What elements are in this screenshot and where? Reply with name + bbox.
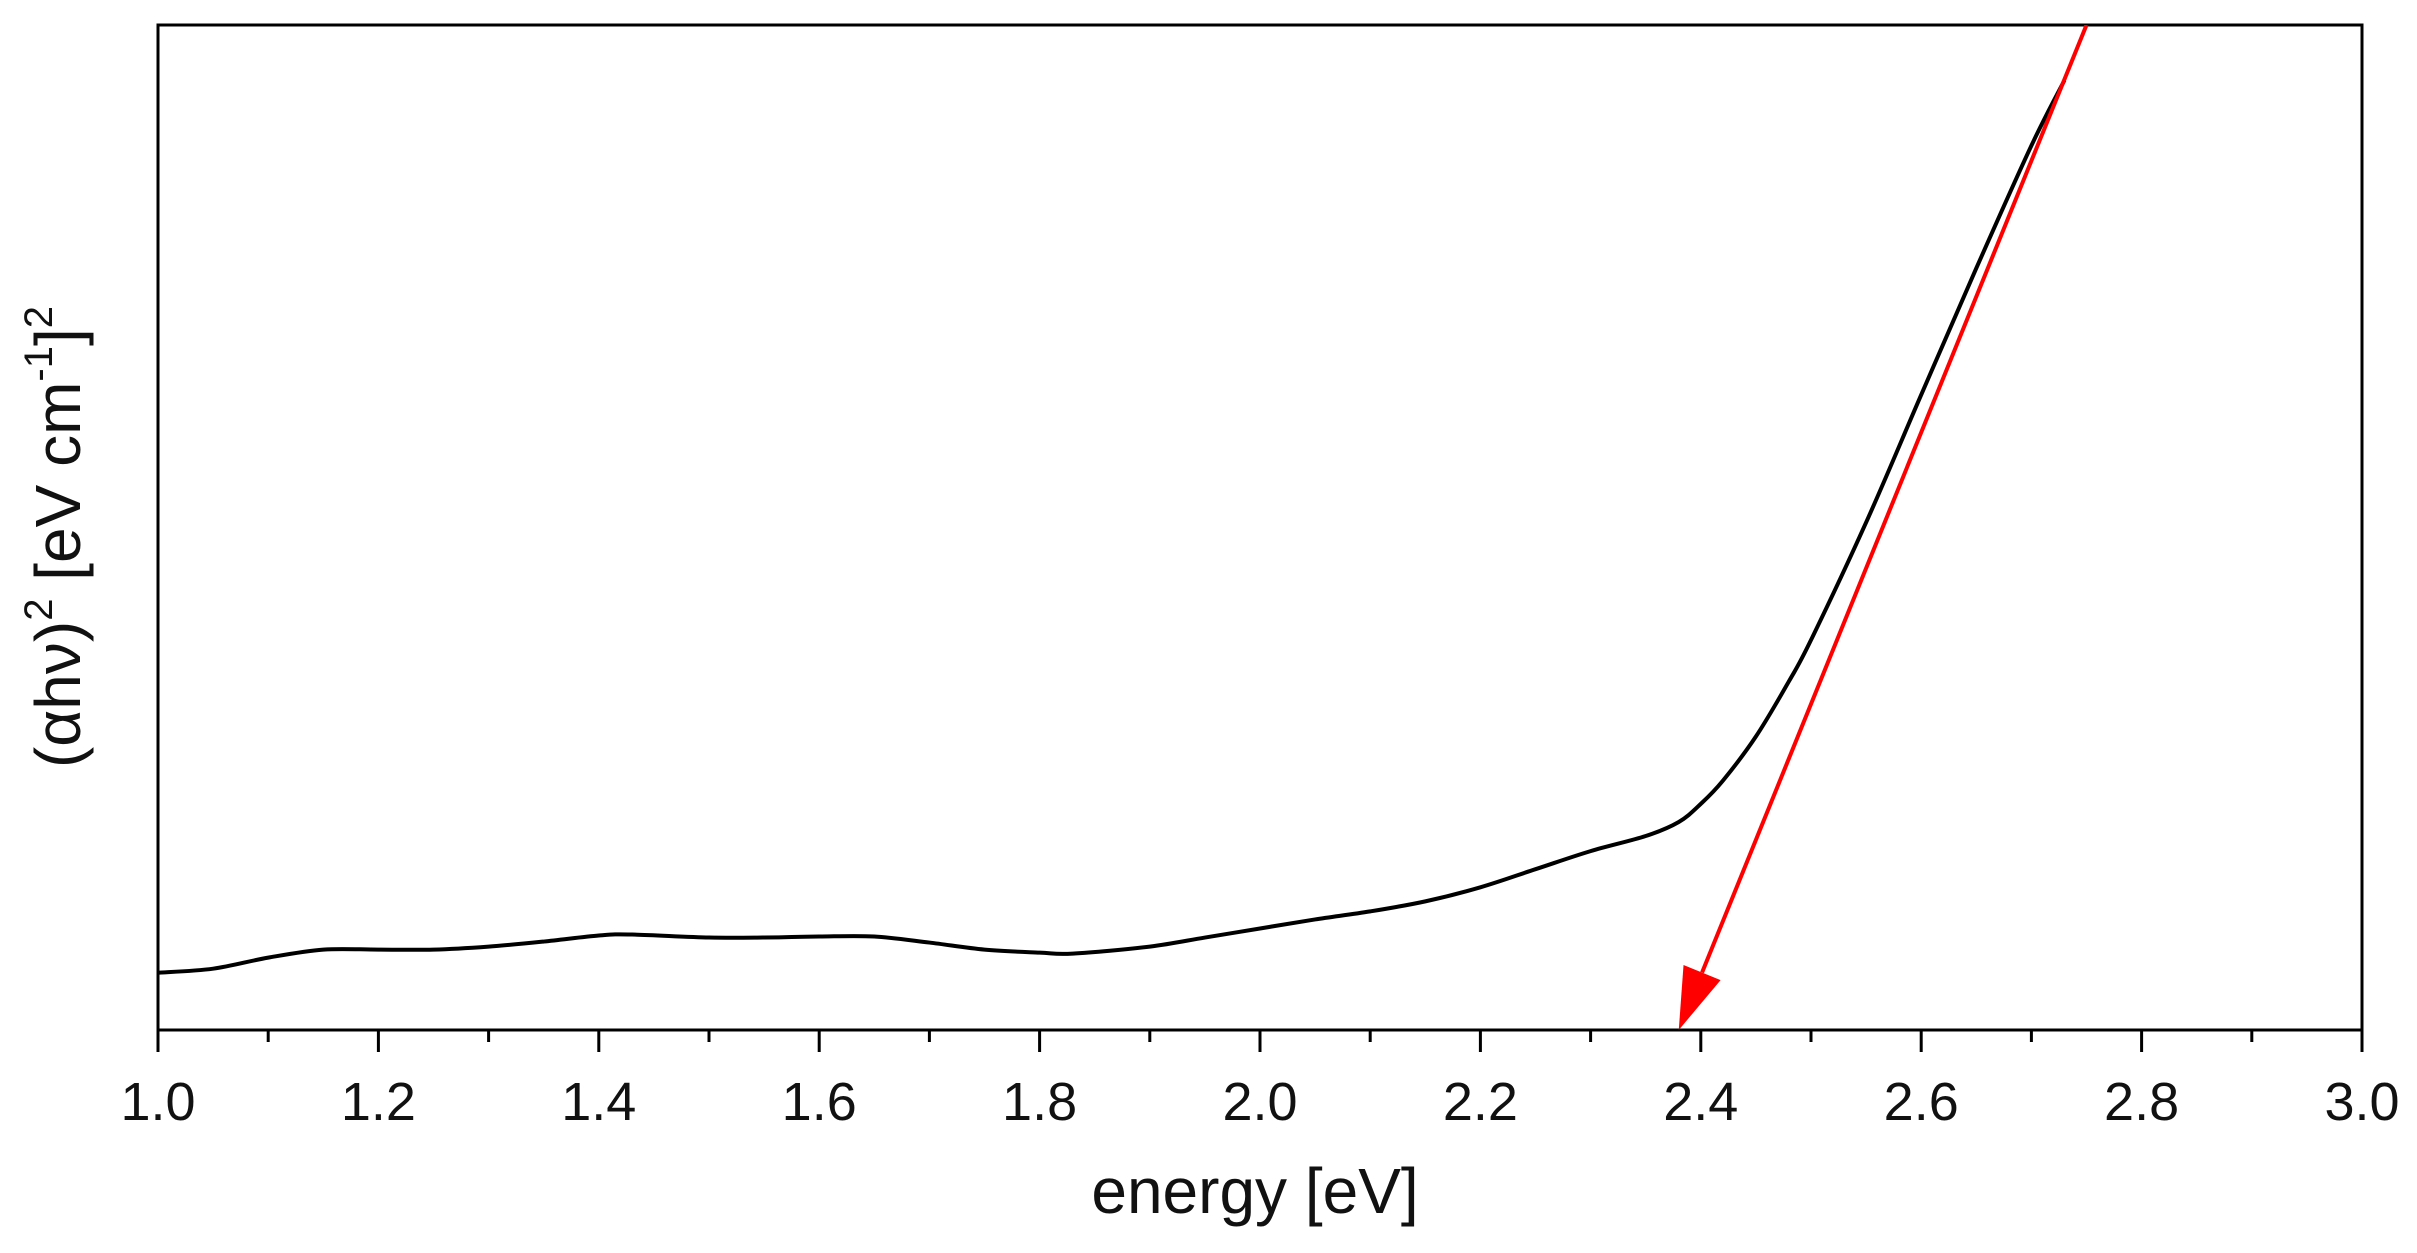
extrapolation-arrow-head: [1678, 965, 1721, 1030]
x-tick-label: 1.6: [782, 1072, 857, 1132]
y-axis-label: (αhν)2 [eV cm-1]2: [17, 306, 94, 768]
x-axis-ticks: [156, 1030, 2364, 1052]
y-axis-label-prefix: (αhν): [22, 621, 94, 768]
x-tick-label: 3.0: [2324, 1072, 2399, 1132]
y-axis-label-prefix-sup: 2: [17, 599, 61, 621]
x-axis-tick-labels: 1.0 1.2 1.4 1.6 1.8 2.0 2.2 2.4 2.6 2.8 3.0: [120, 1072, 2399, 1132]
series-line-tauc-plot: [158, 79, 2067, 975]
x-tick-label: 2.8: [2104, 1072, 2179, 1132]
x-tick-label: 1.0: [120, 1072, 195, 1132]
x-tick-label: 1.8: [1002, 1072, 1077, 1132]
y-axis-label-unit-sup1: -1: [17, 346, 61, 382]
x-tick-label: 1.4: [561, 1072, 636, 1132]
x-tick-label: 1.2: [341, 1072, 416, 1132]
x-axis-label: energy [eV]: [1091, 1155, 1418, 1227]
x-tick-label: 2.2: [1443, 1072, 1518, 1132]
x-tick-label: 2.0: [1222, 1072, 1297, 1132]
y-axis-label-unit-sup2: 2: [17, 306, 61, 328]
plot-area-frame: [156, 23, 2364, 1032]
x-tick-label: 2.4: [1663, 1072, 1738, 1132]
y-axis-label-unit-open: [eV cm: [22, 382, 94, 599]
x-tick-label: 2.6: [1884, 1072, 1959, 1132]
extrapolation-arrow-line: [1700, 25, 2089, 974]
y-axis-label-unit-close: ]: [22, 328, 94, 346]
